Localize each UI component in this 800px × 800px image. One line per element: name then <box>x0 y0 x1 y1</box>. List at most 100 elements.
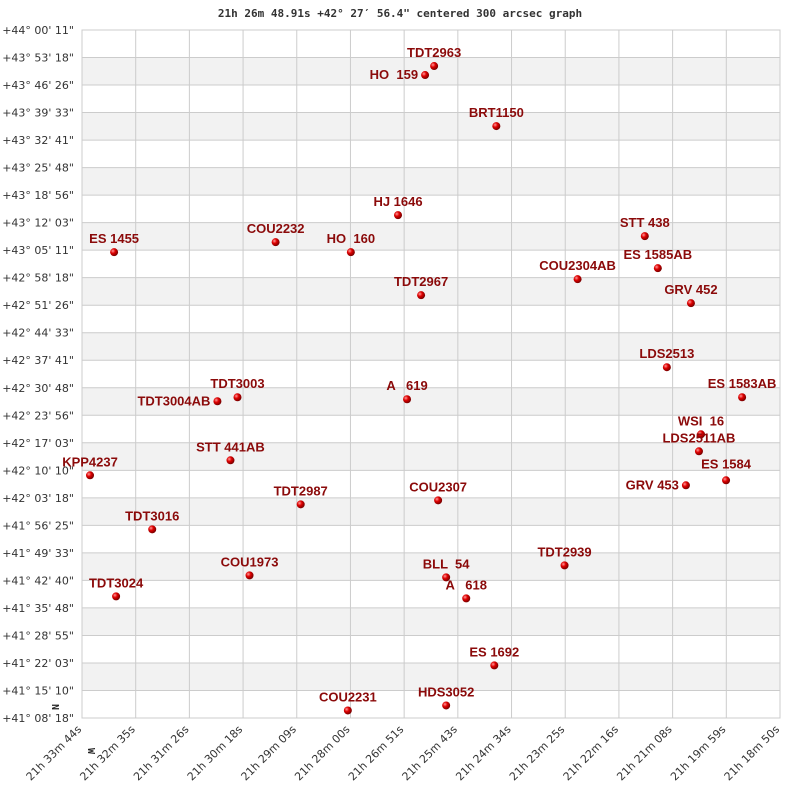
star-point[interactable]: STT 441AB <box>196 439 265 465</box>
row-band <box>82 167 780 196</box>
y-tick-label: +43° 32' 41" <box>2 134 74 147</box>
star-point[interactable]: ES 1692 <box>469 644 519 670</box>
star-point[interactable]: HO 160 <box>327 231 375 257</box>
star-marker[interactable] <box>226 456 235 465</box>
star-point[interactable]: KPP4237 <box>62 454 118 480</box>
y-tick-label: +42° 44' 33" <box>2 327 74 340</box>
row-band <box>82 497 780 526</box>
row-band <box>82 277 780 306</box>
star-point[interactable]: TDT2939 <box>537 544 592 570</box>
row-band <box>82 387 780 416</box>
star-point[interactable]: LDS2513 <box>639 346 694 372</box>
y-tick-label: +41° 15' 10" <box>2 684 74 697</box>
star-marker[interactable] <box>696 430 705 439</box>
star-label: ES 1585AB <box>624 247 693 262</box>
star-label: TDT3004AB <box>137 393 210 408</box>
star-marker[interactable] <box>346 248 355 257</box>
star-point[interactable]: WSI 16 <box>678 413 724 439</box>
star-label: TDT3024 <box>89 575 144 590</box>
star-marker[interactable] <box>686 299 695 308</box>
chart-title: 21h 26m 48.91s +42° 27′ 56.4" centered 3… <box>218 7 582 20</box>
star-point[interactable]: TDT2963 <box>407 45 461 71</box>
star-marker[interactable] <box>490 661 499 670</box>
star-point[interactable]: TDT3024 <box>89 575 144 601</box>
star-label: GRV 453 <box>626 477 679 492</box>
star-marker[interactable] <box>434 496 443 505</box>
star-marker[interactable] <box>112 592 121 601</box>
star-point[interactable]: HO 159 <box>370 67 430 82</box>
star-marker[interactable] <box>148 525 157 534</box>
star-point[interactable]: A 618 <box>446 577 487 603</box>
star-marker[interactable] <box>417 291 426 300</box>
star-marker[interactable] <box>213 397 222 406</box>
star-label: COU2307 <box>409 479 467 494</box>
star-label: STT 438 <box>620 215 670 230</box>
star-point[interactable]: GRV 452 <box>664 282 718 308</box>
star-point[interactable]: ES 1455 <box>89 231 139 257</box>
x-tick-label: 21h 30m 18s <box>185 723 246 784</box>
star-marker[interactable] <box>394 211 403 220</box>
star-marker[interactable] <box>492 122 501 131</box>
star-point[interactable]: HJ 1646 <box>373 194 423 220</box>
star-label: HO 160 <box>327 231 375 246</box>
star-point[interactable]: BLL 54 <box>423 556 470 582</box>
star-label: COU2304AB <box>539 258 616 273</box>
star-marker[interactable] <box>86 471 95 480</box>
star-marker[interactable] <box>462 594 471 603</box>
star-point[interactable]: A 619 <box>386 378 428 404</box>
star-point[interactable]: TDT3003 <box>210 376 265 402</box>
star-marker[interactable] <box>640 232 649 241</box>
star-point[interactable]: ES 1585AB <box>624 247 693 273</box>
star-point[interactable]: COU2231 <box>319 689 377 715</box>
star-marker[interactable] <box>738 393 747 402</box>
grid-lines <box>81 29 781 719</box>
star-marker[interactable] <box>560 561 569 570</box>
star-point[interactable]: TDT2967 <box>394 274 448 300</box>
y-tick-label: +41° 28' 55" <box>2 629 74 642</box>
star-label: GRV 452 <box>664 282 717 297</box>
y-tick-label: +43° 53' 18" <box>2 52 74 65</box>
star-point[interactable]: ES 1583AB <box>708 376 777 402</box>
star-point[interactable]: COU1973 <box>221 554 279 580</box>
x-tick-label: 21h 26m 51s <box>346 723 407 784</box>
star-marker[interactable] <box>343 706 352 715</box>
star-point[interactable]: GRV 453 <box>626 477 690 492</box>
star-marker[interactable] <box>430 62 439 71</box>
x-tick-label: 21h 28m 00s <box>292 723 353 784</box>
star-marker[interactable] <box>296 500 305 509</box>
star-marker[interactable] <box>110 248 119 257</box>
star-marker[interactable] <box>653 264 662 273</box>
row-bands <box>82 57 780 691</box>
y-tick-label: +43° 05' 11" <box>2 244 74 257</box>
star-marker[interactable] <box>271 238 280 247</box>
star-marker[interactable] <box>573 275 582 284</box>
star-marker[interactable] <box>694 447 703 456</box>
star-label: TDT2967 <box>394 274 448 289</box>
star-marker[interactable] <box>233 393 242 402</box>
star-point[interactable]: LDS2511AB <box>662 430 735 456</box>
star-marker[interactable] <box>442 701 451 710</box>
star-point[interactable]: ES 1584 <box>701 456 752 485</box>
star-marker[interactable] <box>662 363 671 372</box>
star-point[interactable]: STT 438 <box>620 215 670 241</box>
y-tick-label: +41° 08' 18" <box>2 712 74 725</box>
y-tick-label: +41° 49' 33" <box>2 547 74 560</box>
star-marker[interactable] <box>421 71 430 80</box>
star-point[interactable]: TDT2987 <box>274 483 328 509</box>
x-tick-label: 21h 22m 16s <box>561 723 622 784</box>
star-point[interactable]: TDT3004AB <box>137 393 222 408</box>
star-marker[interactable] <box>403 395 412 404</box>
star-marker[interactable] <box>722 476 731 485</box>
star-label: LDS2513 <box>639 346 694 361</box>
star-point[interactable]: COU2307 <box>409 479 467 505</box>
star-point[interactable]: COU2304AB <box>539 258 616 284</box>
star-point[interactable]: COU2232 <box>247 221 305 247</box>
star-point[interactable]: HDS3052 <box>418 684 474 710</box>
star-label: COU1973 <box>221 554 279 569</box>
star-marker[interactable] <box>681 481 690 490</box>
star-marker[interactable] <box>245 571 254 580</box>
star-point[interactable]: BRT1150 <box>469 105 524 131</box>
star-marker[interactable] <box>442 573 451 582</box>
star-point[interactable]: TDT3016 <box>125 508 179 534</box>
